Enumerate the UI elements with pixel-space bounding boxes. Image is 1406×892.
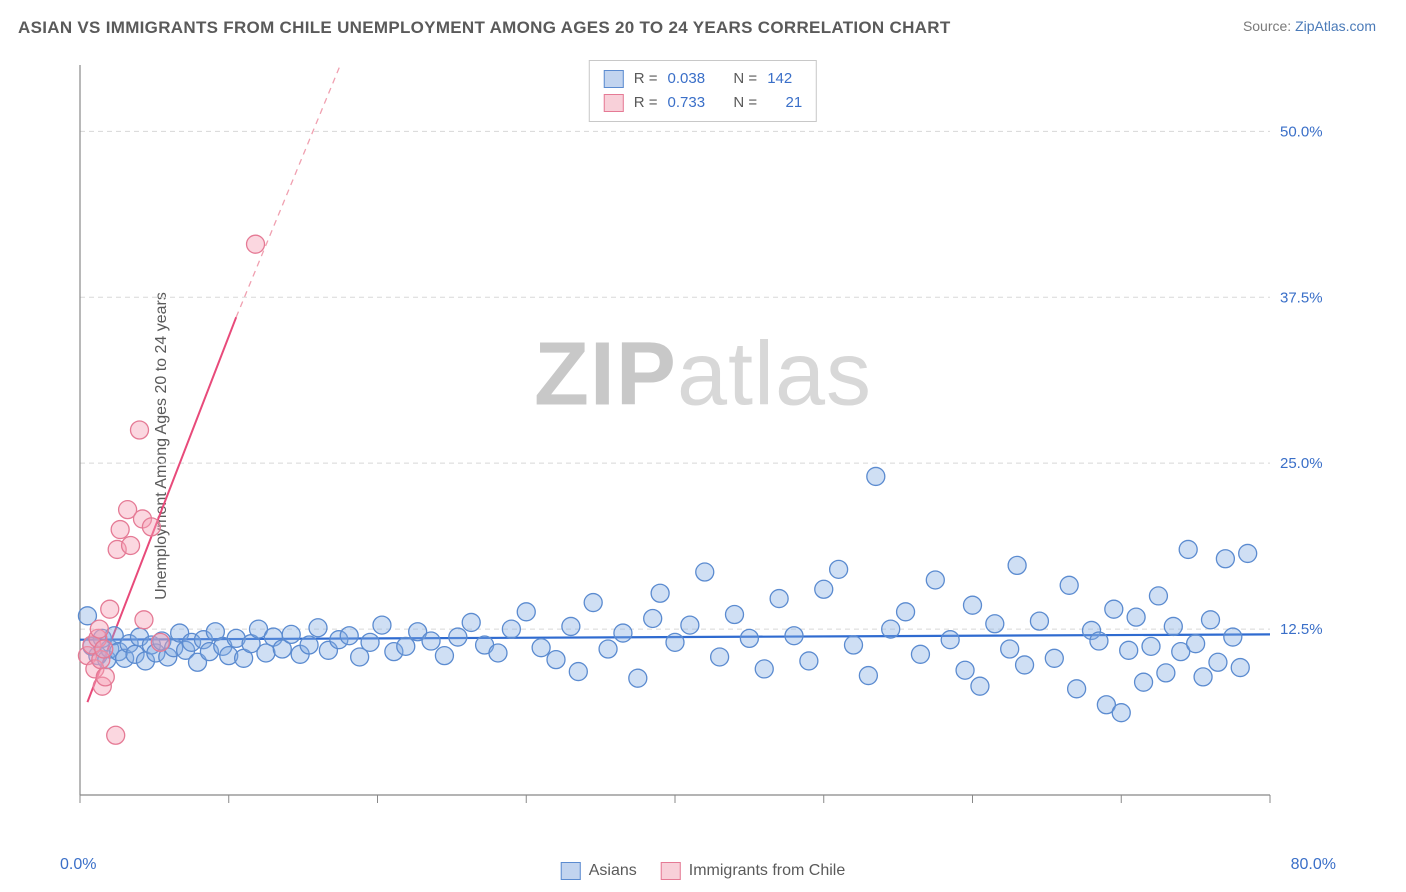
source-label: Source: <box>1243 18 1291 34</box>
r-label: R = <box>634 67 658 91</box>
svg-text:12.5%: 12.5% <box>1280 621 1323 638</box>
legend-label-chile: Immigrants from Chile <box>689 862 845 880</box>
n-label: N = <box>733 67 757 91</box>
svg-text:37.5%: 37.5% <box>1280 289 1323 306</box>
x-axis-max-label: 80.0% <box>1291 856 1336 874</box>
scatter-chart-svg: 12.5% 25.0% 37.5% 50.0% <box>60 55 1340 835</box>
plot-area: 12.5% 25.0% 37.5% 50.0% <box>60 55 1340 835</box>
legend-item-chile: Immigrants from Chile <box>661 862 845 880</box>
swatch-blue-icon <box>604 70 624 88</box>
legend-label-asians: Asians <box>589 862 637 880</box>
n-value-asians: 142 <box>767 67 792 91</box>
n-value-chile: 21 <box>786 91 803 115</box>
swatch-pink-icon <box>661 862 681 880</box>
legend-item-asians: Asians <box>561 862 637 880</box>
swatch-pink-icon <box>604 94 624 112</box>
svg-text:25.0%: 25.0% <box>1280 455 1323 472</box>
svg-text:50.0%: 50.0% <box>1280 123 1323 140</box>
legend-row-chile: R = 0.733 N = 21 <box>604 91 802 115</box>
legend-row-asians: R = 0.038 N = 142 <box>604 67 802 91</box>
legend-series: Asians Immigrants from Chile <box>561 862 846 880</box>
r-label: R = <box>634 91 658 115</box>
x-axis-min-label: 0.0% <box>60 856 96 874</box>
r-value-chile: 0.733 <box>668 91 706 115</box>
chart-title: ASIAN VS IMMIGRANTS FROM CHILE UNEMPLOYM… <box>18 18 951 38</box>
r-value-asians: 0.038 <box>668 67 706 91</box>
source-link[interactable]: ZipAtlas.com <box>1295 18 1376 34</box>
n-label: N = <box>733 91 757 115</box>
legend-correlation-box: R = 0.038 N = 142 R = 0.733 N = 21 <box>589 60 817 122</box>
swatch-blue-icon <box>561 862 581 880</box>
source-attribution: Source: ZipAtlas.com <box>1243 18 1376 34</box>
